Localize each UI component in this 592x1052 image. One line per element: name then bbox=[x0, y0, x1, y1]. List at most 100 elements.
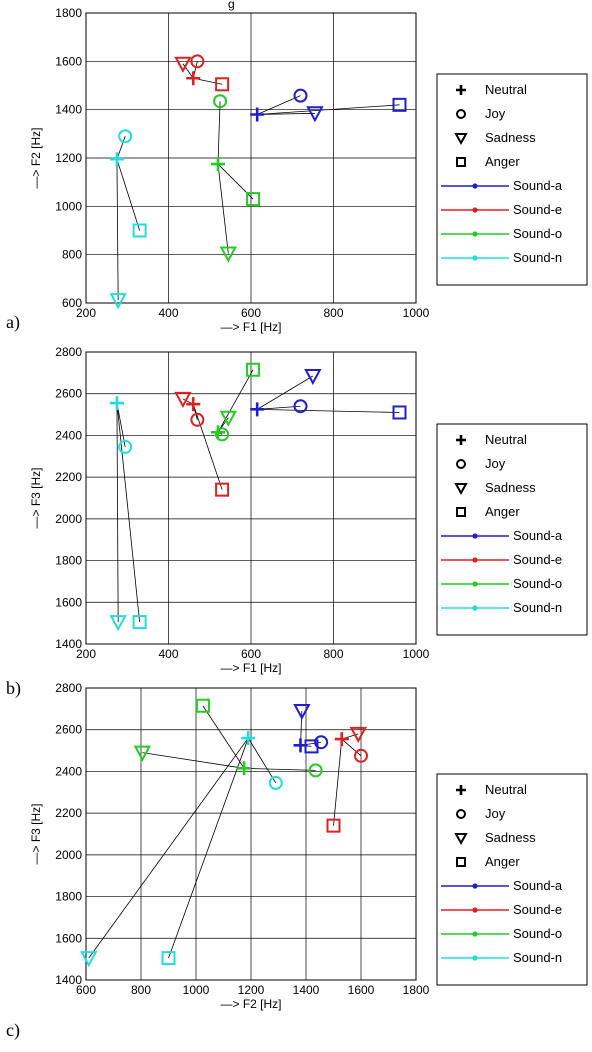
plot-frame bbox=[85, 351, 417, 645]
legend-label-sound-o: Sound-o bbox=[513, 576, 562, 591]
x-tick-label: 200 bbox=[76, 647, 96, 661]
data-point-sound-a-sadness bbox=[293, 703, 311, 721]
legend-label-sound-n: Sound-n bbox=[513, 250, 562, 265]
legend-marker-anger bbox=[456, 857, 466, 867]
x-tick-label: 600 bbox=[241, 647, 261, 661]
x-tick-label: 1200 bbox=[238, 983, 265, 997]
panel-label: c) bbox=[6, 1020, 20, 1041]
data-point-sound-o-joy bbox=[213, 94, 228, 109]
legend-dot-sound-a bbox=[472, 183, 478, 189]
y-axis-label: —> F3 [Hz] bbox=[29, 803, 43, 864]
connector-line bbox=[116, 403, 119, 623]
connector-line bbox=[247, 737, 277, 784]
y-tick-label: 2000 bbox=[55, 848, 82, 862]
panel-label: b) bbox=[6, 678, 21, 699]
x-tick-label: 800 bbox=[131, 983, 151, 997]
x-tick-label: 600 bbox=[241, 306, 261, 320]
legend-dot-sound-n bbox=[472, 255, 478, 261]
data-point-sound-a-sadness bbox=[304, 368, 322, 386]
legend-label-sound-e: Sound-e bbox=[513, 902, 562, 917]
chart-panel-3: 600 800 1000 1200 1400 1600 1800 1400 1600 1800 20… bbox=[6, 681, 588, 1041]
y-tick-label: 2200 bbox=[55, 470, 82, 484]
x-tick-label: 1000 bbox=[403, 306, 430, 320]
data-point-sound-n-neutral bbox=[241, 731, 256, 746]
y-tick-label: 2200 bbox=[55, 806, 82, 820]
connector-line bbox=[341, 738, 362, 757]
panel-label: a) bbox=[6, 312, 20, 333]
x-tick-label: 1600 bbox=[348, 983, 375, 997]
data-point-sound-n-neutral bbox=[109, 396, 124, 411]
data-point-sound-o-neutral bbox=[211, 425, 225, 440]
legend-marker-joy bbox=[456, 809, 466, 819]
legend-box bbox=[436, 73, 588, 286]
data-point-sound-e-joy bbox=[354, 748, 368, 763]
y-tick-label: 1000 bbox=[55, 199, 82, 213]
x-axis-label: —> F1 [Hz] bbox=[220, 661, 281, 675]
data-point-sound-a-joy bbox=[293, 399, 308, 414]
y-axis-label: —> F2 [Hz] bbox=[29, 127, 43, 188]
data-point-sound-n-anger bbox=[132, 223, 147, 238]
chart-panel-1: 200 400 600 800 1000 600 800 1000 1200 1400 1600 18… bbox=[6, 6, 588, 334]
data-point-sound-a-neutral bbox=[250, 402, 265, 417]
legend-label-anger: Anger bbox=[485, 504, 520, 519]
data-point-sound-o-joy bbox=[215, 427, 230, 442]
legend-dot-sound-o bbox=[472, 581, 478, 587]
y-axis-label: —> F3 [Hz] bbox=[29, 467, 43, 528]
data-point-sound-e-neutral bbox=[186, 397, 201, 412]
data-point-sound-o-anger bbox=[246, 362, 261, 377]
y-tick-label: 2800 bbox=[55, 345, 82, 359]
legend-label-sadness: Sadness bbox=[485, 130, 536, 145]
data-point-sound-o-sadness bbox=[133, 745, 152, 762]
legend-label-sadness: Sadness bbox=[485, 830, 536, 845]
y-tick-label: 1400 bbox=[55, 637, 82, 651]
connector-line bbox=[257, 408, 400, 413]
connector-line bbox=[256, 375, 314, 410]
x-tick-label: 800 bbox=[323, 306, 343, 320]
legend-label-neutral: Neutral bbox=[485, 82, 527, 97]
data-point-sound-n-neutral bbox=[109, 152, 124, 167]
data-point-sound-a-joy bbox=[314, 735, 329, 750]
legend-dot-sound-a bbox=[472, 883, 478, 889]
x-tick-label: 400 bbox=[158, 647, 178, 661]
y-tick-label: 1800 bbox=[55, 554, 82, 568]
data-point-sound-a-neutral bbox=[250, 107, 265, 122]
data-point-sound-o-sadness bbox=[219, 246, 237, 263]
y-tick-label: 1800 bbox=[55, 6, 82, 20]
data-point-sound-n-sadness bbox=[109, 293, 127, 310]
x-axis-label: —> F1 [Hz] bbox=[220, 320, 281, 334]
legend-dot-sound-e bbox=[472, 207, 478, 213]
y-tick-label: 600 bbox=[62, 296, 82, 310]
legend-label-sound-n: Sound-n bbox=[513, 950, 562, 965]
legend-label-sound-o: Sound-o bbox=[513, 226, 562, 241]
legend-dot-sound-e bbox=[472, 907, 478, 913]
y-tick-label: 1400 bbox=[55, 103, 82, 117]
y-tick-label: 1600 bbox=[55, 931, 82, 945]
legend-marker-sadness bbox=[454, 133, 468, 146]
data-point-sound-o-neutral bbox=[211, 157, 225, 172]
title-fragment: g bbox=[228, 0, 235, 11]
connector-line bbox=[116, 159, 141, 231]
legend-marker-anger bbox=[456, 507, 466, 517]
connector-line bbox=[244, 767, 316, 771]
data-point-sound-n-joy bbox=[118, 439, 133, 454]
y-tick-label: 2600 bbox=[55, 723, 82, 737]
data-point-sound-e-sadness bbox=[174, 56, 192, 73]
plot-frame bbox=[85, 12, 417, 304]
connector-line bbox=[257, 104, 400, 115]
legend-label-sound-a: Sound-a bbox=[513, 528, 563, 543]
y-tick-label: 2000 bbox=[55, 512, 82, 526]
legend-dot-sound-o bbox=[472, 931, 478, 937]
x-tick-label: 1000 bbox=[183, 983, 210, 997]
y-tick-label: 2400 bbox=[55, 428, 82, 442]
data-point-sound-a-anger bbox=[392, 97, 407, 112]
legend-label-neutral: Neutral bbox=[485, 432, 527, 447]
x-tick-label: 1800 bbox=[403, 983, 430, 997]
connector-line bbox=[257, 112, 315, 115]
legend-label-sound-o: Sound-o bbox=[513, 926, 562, 941]
legend-marker-joy bbox=[456, 459, 466, 469]
data-point-sound-e-anger bbox=[215, 482, 230, 497]
y-tick-label: 2600 bbox=[55, 387, 82, 401]
connector-line bbox=[88, 737, 249, 959]
x-tick-label: 800 bbox=[323, 647, 343, 661]
y-tick-label: 1600 bbox=[55, 54, 82, 68]
